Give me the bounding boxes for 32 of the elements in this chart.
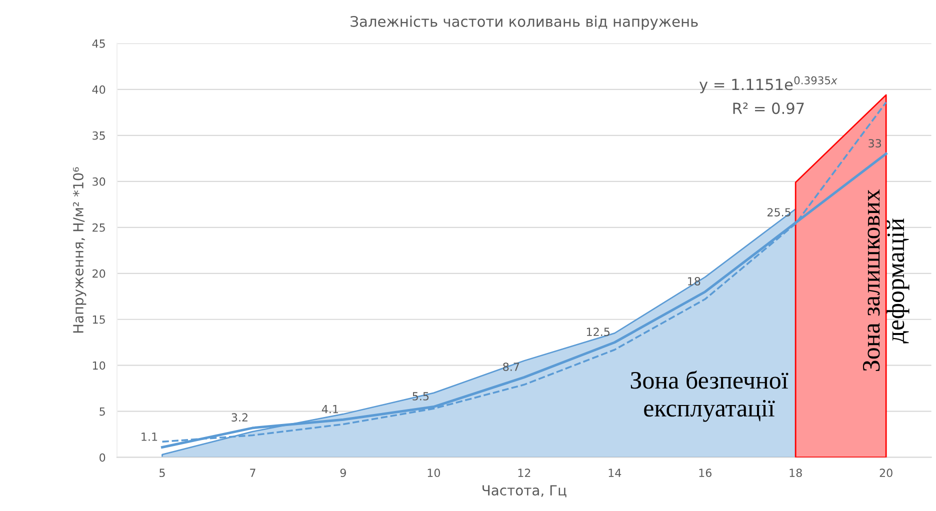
x-tick-label: 12 — [518, 468, 530, 477]
x-axis-title: Частота, Гц — [482, 485, 566, 498]
x-tick-label: 18 — [790, 468, 802, 478]
annotation: R² = 0.97 — [733, 102, 804, 114]
y-tick-label: 10 — [92, 361, 106, 370]
data-label: 25.5 — [768, 208, 790, 216]
y-tick-label: 25 — [92, 223, 105, 232]
y-tick-label: 15 — [92, 315, 105, 324]
y-tick-label: 30 — [92, 177, 106, 186]
x-tick-label: 9 — [340, 468, 346, 478]
data-label: 4.1 — [322, 405, 338, 414]
x-tick-label: 7 — [250, 468, 256, 477]
data-label: 3.2 — [232, 413, 248, 422]
annotation: Зона залишкових деформацій — [862, 189, 910, 371]
y-tick-label: 35 — [92, 131, 105, 140]
y-tick-label: 0 — [100, 453, 106, 462]
x-tick-label: 16 — [699, 468, 712, 478]
y-tick-label: 45 — [92, 40, 105, 48]
x-tick-label: 14 — [608, 468, 622, 477]
data-label: 12.5 — [586, 328, 610, 336]
y-tick-label: 40 — [92, 85, 106, 94]
x-tick-label: 10 — [428, 468, 440, 478]
chart-title: Залежність частоти коливань від напружень — [350, 16, 698, 30]
y-axis-title: Напруження, Н/м² *10⁶ — [73, 167, 86, 333]
x-tick-label: 20 — [880, 468, 892, 478]
data-label: 1.1 — [142, 432, 158, 441]
annotation: Зона безпечної експлуатації — [630, 370, 788, 422]
x-tick-label: 5 — [160, 468, 165, 478]
y-tick-label: 5 — [100, 407, 105, 416]
annotation: y = 1.1151e$^{0.3935x}$ — [699, 76, 838, 94]
data-label: 33 — [868, 139, 882, 148]
y-tick-label: 20 — [92, 269, 106, 278]
